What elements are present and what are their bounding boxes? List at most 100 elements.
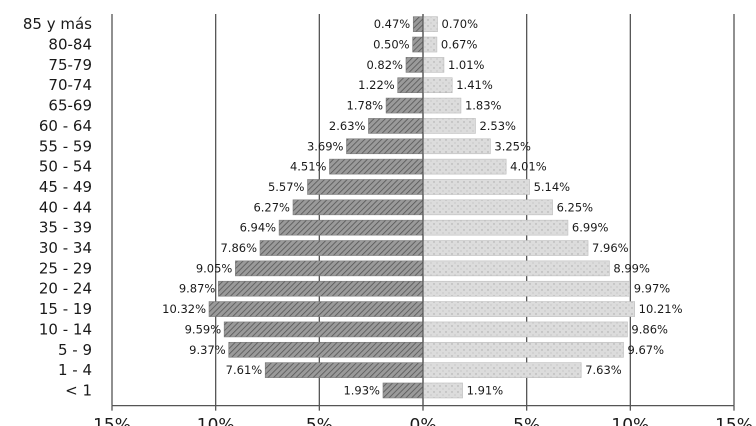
value-label-right-16: 9.67% (627, 343, 664, 357)
bar-right-18 (422, 382, 463, 399)
bar-left-10 (278, 219, 424, 236)
value-label-right-0: 0.70% (442, 17, 479, 31)
age-group-labels: 85 y más 80-84 75-79 70-74 65-69 60 - 64 55 - … (23, 15, 92, 399)
bar-left-6 (346, 138, 424, 155)
bar-left-5 (368, 118, 424, 134)
bar-right-7 (422, 158, 507, 175)
x-tick-label-6: 15% (715, 416, 753, 426)
x-tick-label-3: 0% (410, 416, 437, 426)
bar-left-15 (223, 321, 424, 338)
value-label-left-16: 9.37% (189, 343, 226, 357)
value-label-right-10: 6.99% (572, 221, 609, 235)
bar-left-1 (412, 36, 424, 53)
value-label-left-5: 2.63% (329, 119, 366, 133)
age-group-label-13: 20 - 24 (39, 280, 92, 298)
value-label-right-14: 10.21% (639, 302, 683, 316)
age-group-label-1: 80-84 (48, 36, 92, 54)
value-label-left-13: 9.87% (179, 282, 216, 296)
bar-right-15 (422, 321, 628, 338)
age-group-label-0: 85 y más (23, 15, 92, 33)
bar-left-3 (397, 77, 424, 94)
value-label-left-1: 0.50% (373, 38, 410, 52)
bar-left-12 (235, 260, 424, 277)
bar-left-9 (292, 199, 424, 216)
age-group-label-6: 55 - 59 (39, 137, 92, 155)
x-tick-label-4: 5% (513, 416, 540, 426)
bar-left-4 (385, 97, 424, 114)
bar-right-17 (422, 362, 582, 378)
bar-left-0 (412, 16, 424, 32)
age-group-label-14: 15 - 19 (39, 300, 92, 318)
value-label-left-2: 0.82% (366, 58, 403, 72)
bar-right-12 (422, 260, 610, 277)
bar-left-17 (264, 362, 424, 378)
value-label-right-2: 1.01% (448, 58, 485, 72)
age-group-label-8: 45 - 49 (39, 178, 92, 196)
x-tick-label-2: 5% (306, 416, 333, 426)
bar-right-11 (422, 240, 589, 256)
bar-right-8 (422, 179, 530, 195)
age-group-label-3: 70-74 (48, 76, 92, 94)
value-label-left-8: 5.57% (268, 180, 305, 194)
value-label-left-7: 4.51% (290, 160, 327, 174)
bar-left-2 (405, 57, 424, 73)
value-label-right-7: 4.01% (510, 160, 547, 174)
bar-right-2 (422, 57, 445, 73)
x-tick-labels: 15% 10% 5% 0% 5% 10% 15% (93, 416, 753, 426)
bar-left-13 (218, 280, 424, 297)
bar-left-18 (382, 382, 424, 399)
value-label-left-9: 6.27% (253, 200, 290, 214)
bar-left-7 (329, 158, 424, 175)
bar-left-11 (259, 240, 424, 256)
value-label-left-14: 10.32% (162, 302, 206, 316)
age-group-label-10: 35 - 39 (39, 219, 92, 237)
value-label-left-4: 1.78% (347, 99, 384, 113)
bar-right-4 (422, 97, 462, 114)
value-label-right-3: 1.41% (456, 78, 493, 92)
bar-right-5 (422, 118, 476, 134)
value-label-left-6: 3.69% (307, 139, 344, 153)
value-label-left-15: 9.59% (185, 322, 222, 336)
value-label-right-5: 2.53% (479, 119, 516, 133)
value-label-right-12: 8.99% (613, 261, 650, 275)
value-label-right-1: 0.67% (441, 38, 478, 52)
bar-right-3 (422, 77, 453, 94)
bar-left-14 (208, 301, 424, 317)
value-label-right-6: 3.25% (494, 139, 531, 153)
bar-right-0 (422, 16, 438, 32)
value-label-left-0: 0.47% (374, 17, 411, 31)
value-label-right-13: 9.97% (634, 282, 671, 296)
bar-left-8 (307, 179, 424, 195)
age-group-label-2: 75-79 (48, 56, 92, 74)
age-group-label-18: < 1 (65, 381, 92, 399)
bars (208, 16, 635, 399)
bar-right-9 (422, 199, 553, 216)
value-label-right-15: 9.86% (631, 322, 668, 336)
bar-right-6 (422, 138, 491, 155)
age-group-label-16: 5 - 9 (58, 341, 92, 359)
value-label-right-18: 1.91% (467, 383, 504, 397)
bar-right-14 (422, 301, 635, 317)
value-label-right-4: 1.83% (465, 99, 502, 113)
value-label-left-18: 1.93% (343, 383, 380, 397)
age-group-label-17: 1 - 4 (58, 361, 92, 379)
value-label-right-17: 7.63% (585, 363, 622, 377)
value-label-right-9: 6.25% (557, 200, 594, 214)
age-group-label-4: 65-69 (48, 97, 92, 115)
x-tick-label-0: 15% (93, 416, 131, 426)
value-label-left-17: 7.61% (226, 363, 263, 377)
value-label-left-10: 6.94% (240, 221, 277, 235)
bar-right-13 (422, 280, 631, 297)
value-label-right-8: 5.14% (534, 180, 571, 194)
value-label-left-11: 7.86% (220, 241, 257, 255)
bar-right-10 (422, 219, 569, 236)
bar-right-16 (422, 341, 624, 358)
age-group-label-11: 30 - 34 (39, 239, 92, 257)
age-group-label-12: 25 - 29 (39, 259, 92, 277)
value-labels: 0.47% 0.70% 0.50% 0.67% 0.82% 1.01% 1.22% 1.41%… (162, 17, 682, 397)
x-tick-label-5: 10% (611, 416, 649, 426)
bar-left-16 (228, 341, 424, 358)
axes (111, 14, 735, 411)
value-label-left-3: 1.22% (358, 78, 395, 92)
